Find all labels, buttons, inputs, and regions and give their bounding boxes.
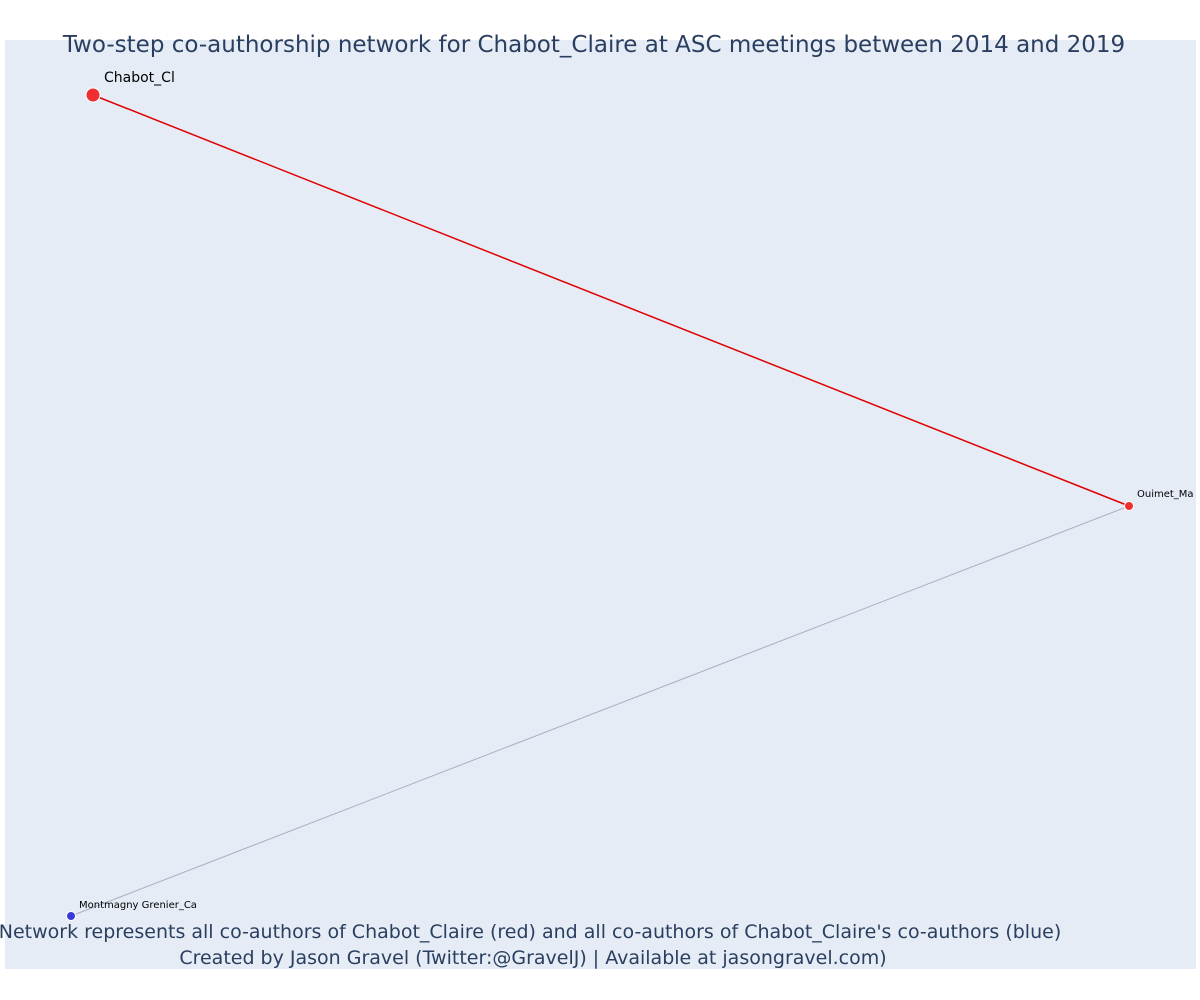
chart-title: Two-step co-authorship network for Chabo…	[62, 32, 1125, 58]
footer-line-2: Created by Jason Gravel (Twitter:@Gravel…	[179, 947, 886, 969]
edges-layer	[70, 94, 1130, 917]
footer-line-1: Network represents all co-authors of Cha…	[0, 921, 1061, 943]
node-ouimet[interactable]	[1124, 501, 1134, 511]
node-chabot[interactable]	[85, 87, 101, 103]
edge-chabot-ouimet	[92, 94, 1130, 507]
node-label-chabot: Chabot_Cl	[104, 70, 175, 86]
plot-background	[5, 40, 1196, 969]
nodes-layer: Chabot_Cl Ouimet_Ma Montmagny Grenier_Ca	[66, 70, 1194, 921]
edge-ouimet-montmagny	[70, 505, 1130, 917]
node-label-ouimet: Ouimet_Ma	[1137, 489, 1194, 500]
node-montmagny[interactable]	[66, 911, 76, 921]
node-label-montmagny: Montmagny Grenier_Ca	[79, 900, 197, 911]
